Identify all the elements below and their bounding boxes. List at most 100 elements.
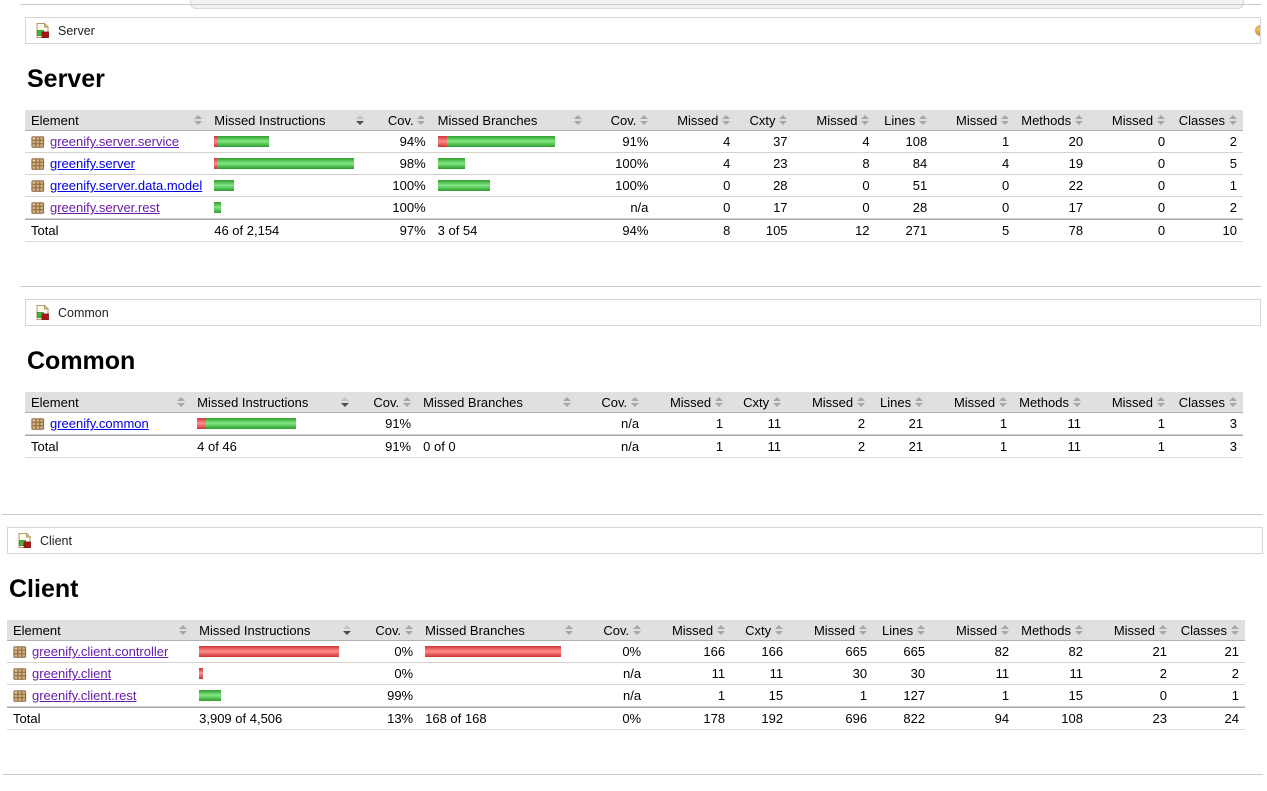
column-header-7-missed[interactable]: Missed — [789, 620, 874, 641]
column-header-8-lines[interactable]: Lines — [873, 620, 932, 641]
instructions-bar-cell — [191, 413, 356, 435]
column-header-7-missed[interactable]: Missed — [793, 110, 876, 131]
package-icon — [31, 417, 45, 431]
column-header-2-cov[interactable]: Cov. — [370, 110, 432, 131]
column-header-5-missed[interactable]: Missed — [647, 620, 732, 641]
column-header-0-element[interactable]: Element — [7, 620, 194, 641]
column-header-11-missed[interactable]: Missed — [1087, 392, 1171, 413]
package-icon — [31, 157, 45, 171]
column-header-inner: Missed Branches — [425, 622, 573, 638]
sort-down-triangle — [1158, 631, 1167, 635]
column-header-inner: Missed — [937, 622, 1009, 638]
element-cell-inner: greenify.common — [31, 416, 185, 431]
missed-instructions-bar-green-segment — [218, 136, 270, 147]
package-link[interactable]: greenify.client.controller — [32, 644, 169, 659]
sort-down-triangle — [356, 121, 365, 125]
sort-up-triangle — [1230, 625, 1239, 629]
branches-coverage-cell: n/a — [579, 663, 648, 685]
column-header-11-missed[interactable]: Missed — [1089, 620, 1173, 641]
sort-icon — [856, 397, 865, 407]
column-header-4-cov[interactable]: Cov. — [588, 110, 655, 131]
column-header-11-missed[interactable]: Missed — [1089, 110, 1172, 131]
package-link[interactable]: greenify.server.data.model — [50, 178, 203, 193]
metric-cell: 30 — [789, 663, 874, 685]
column-header-label: Missed — [955, 622, 998, 638]
column-header-inner: Cov. — [594, 112, 648, 128]
column-header-9-missed[interactable]: Missed — [931, 620, 1016, 641]
package-icon — [31, 201, 45, 215]
column-header-3-missed-branches[interactable]: Missed Branches — [431, 110, 589, 131]
branches-bar-cell — [431, 197, 589, 219]
column-header-10-methods[interactable]: Methods — [1015, 110, 1090, 131]
column-header-9-missed[interactable]: Missed — [929, 392, 1014, 413]
branches-bar-cell — [417, 413, 578, 435]
branches-coverage-cell: 100% — [588, 175, 655, 197]
package-link[interactable]: greenify.common — [50, 416, 149, 431]
column-header-7-missed[interactable]: Missed — [787, 392, 872, 413]
package-link[interactable]: greenify.server.rest — [50, 200, 160, 215]
sort-icon — [1156, 397, 1165, 407]
sort-icon — [1000, 625, 1009, 635]
sort-up-triangle — [714, 397, 723, 401]
missed-instructions-bar — [214, 136, 365, 147]
column-header-label: Missed Branches — [423, 394, 523, 410]
column-header-6-cxty[interactable]: Cxty — [729, 392, 788, 413]
column-header-inner: Missed Instructions — [197, 394, 349, 410]
branches-coverage-cell: 100% — [588, 153, 655, 175]
total-branches-cell: 0 of 0 — [417, 435, 578, 458]
sort-down-triangle — [1000, 631, 1009, 635]
column-header-1-missed-instructions[interactable]: Missed Instructions — [208, 110, 371, 131]
sort-up-triangle — [916, 625, 925, 629]
metric-cell: 11 — [1015, 663, 1089, 685]
column-header-5-missed[interactable]: Missed — [654, 110, 737, 131]
column-header-0-element[interactable]: Element — [25, 110, 209, 131]
column-header-1-missed-instructions[interactable]: Missed Instructions — [193, 620, 358, 641]
column-header-12-classes[interactable]: Classes — [1171, 392, 1243, 413]
column-header-4-cov[interactable]: Cov. — [579, 620, 648, 641]
total-branches-cell: 168 of 168 — [419, 707, 580, 730]
missed-branches-bar-green-segment — [446, 136, 555, 147]
metric-cell: 0 — [1089, 197, 1172, 219]
package-link[interactable]: greenify.client.rest — [32, 688, 137, 703]
branches-coverage-cell: n/a — [577, 413, 646, 435]
column-header-0-element[interactable]: Element — [25, 392, 192, 413]
sort-up-triangle — [1074, 115, 1083, 119]
metric-cell: 1 — [789, 685, 874, 707]
sort-down-triangle — [918, 121, 927, 125]
total-row: Total 4 of 46 91% 0 of 0 n/a 1 11 2 21 1 11 1 3 — [25, 435, 1243, 458]
column-header-1-missed-instructions[interactable]: Missed Instructions — [191, 392, 356, 413]
column-header-12-classes[interactable]: Classes — [1173, 620, 1245, 641]
column-header-8-lines[interactable]: Lines — [871, 392, 930, 413]
column-header-inner: Missed — [1093, 394, 1165, 410]
column-header-10-methods[interactable]: Methods — [1013, 392, 1087, 413]
column-header-2-cov[interactable]: Cov. — [357, 620, 420, 641]
column-header-label: Missed Branches — [425, 622, 525, 638]
column-header-9-missed[interactable]: Missed — [933, 110, 1016, 131]
missed-instructions-bar-red-segment — [199, 668, 204, 679]
column-header-3-missed-branches[interactable]: Missed Branches — [419, 620, 580, 641]
column-header-5-missed[interactable]: Missed — [645, 392, 730, 413]
metric-cell: 0 — [1089, 175, 1172, 197]
column-header-2-cov[interactable]: Cov. — [355, 392, 418, 413]
table-row: greenify.common 91% n/a 1 11 2 21 1 11 1 3 — [25, 413, 1243, 435]
metric-cell: 0 — [933, 175, 1016, 197]
column-header-12-classes[interactable]: Classes — [1171, 110, 1243, 131]
package-link[interactable]: greenify.server — [50, 156, 136, 171]
column-header-6-cxty[interactable]: Cxty — [736, 110, 794, 131]
sort-up-triangle — [1000, 625, 1009, 629]
column-header-8-lines[interactable]: Lines — [875, 110, 934, 131]
column-header-6-cxty[interactable]: Cxty — [731, 620, 790, 641]
column-header-inner: Missed — [1095, 622, 1167, 638]
column-header-3-missed-branches[interactable]: Missed Branches — [417, 392, 578, 413]
missed-instructions-bar — [199, 690, 351, 701]
package-link[interactable]: greenify.client — [32, 666, 112, 681]
metric-cell: 1 — [1171, 175, 1243, 197]
element-cell: greenify.client — [7, 663, 194, 685]
column-header-4-cov[interactable]: Cov. — [577, 392, 646, 413]
column-header-inner: Lines — [879, 622, 925, 638]
coverage-table-client: Element Missed Instructions Cov. Missed Bra… — [7, 620, 1245, 730]
column-header-inner: Cov. — [585, 622, 641, 638]
package-link[interactable]: greenify.server.service — [50, 134, 180, 149]
sort-icon — [573, 115, 582, 125]
column-header-10-methods[interactable]: Methods — [1015, 620, 1089, 641]
